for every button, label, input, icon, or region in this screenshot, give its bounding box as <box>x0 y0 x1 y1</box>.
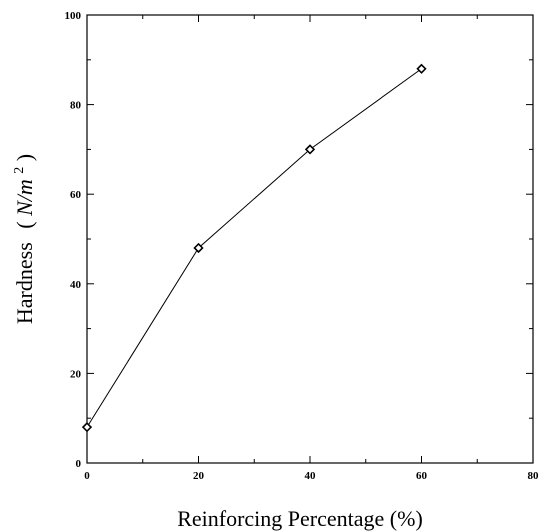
y-tick-label: 0 <box>76 458 82 470</box>
x-tick-label: 0 <box>84 470 90 482</box>
x-tick-label: 60 <box>416 470 428 482</box>
y-tick-label: 60 <box>70 189 82 201</box>
plot-frame <box>86 14 534 464</box>
data-series <box>81 63 427 433</box>
y-axis-unit-sup: 2 <box>12 167 27 174</box>
y-tick-label: 40 <box>70 279 82 291</box>
y-tick-label: 80 <box>70 100 82 112</box>
data-point <box>81 422 93 433</box>
tick-labels: 0 20 40 60 80 0 20 40 60 80 100 <box>65 10 540 482</box>
y-tick-label: 100 <box>65 10 82 22</box>
x-axis-title: Reinforcing Percentage (%) <box>177 506 423 531</box>
y-axis-unit-var: N/m <box>12 179 37 217</box>
data-point <box>416 63 427 74</box>
series-line <box>86 68 422 428</box>
x-tick-label: 80 <box>528 470 540 482</box>
axis-ticks <box>86 14 534 464</box>
y-tick-label: 20 <box>70 368 82 380</box>
data-point <box>193 242 204 254</box>
x-tick-label: 20 <box>193 470 205 482</box>
y-axis-title: Hardness ( N/m 2 ) <box>3 154 37 324</box>
y-axis-title-main: Hardness <box>12 242 37 324</box>
data-point <box>304 144 316 155</box>
y-axis-unit-open: ( <box>12 221 37 228</box>
x-tick-label: 40 <box>305 470 317 482</box>
y-axis-unit-close: ) <box>12 154 37 161</box>
